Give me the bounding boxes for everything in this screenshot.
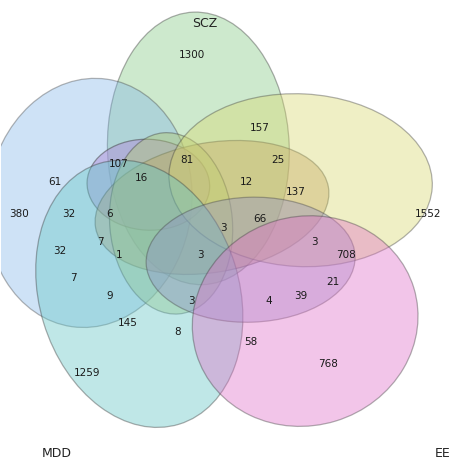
Text: 3: 3 xyxy=(188,296,195,306)
Text: 12: 12 xyxy=(239,177,253,188)
Text: 32: 32 xyxy=(53,246,66,255)
Text: 39: 39 xyxy=(294,291,307,301)
Text: 16: 16 xyxy=(135,173,148,183)
Ellipse shape xyxy=(95,140,329,274)
Text: 107: 107 xyxy=(109,159,129,169)
Text: 58: 58 xyxy=(244,337,257,346)
Text: 4: 4 xyxy=(265,296,272,306)
Ellipse shape xyxy=(146,197,355,322)
Ellipse shape xyxy=(192,216,418,427)
Text: 3: 3 xyxy=(311,237,318,246)
Text: 1552: 1552 xyxy=(415,210,441,219)
Text: 1: 1 xyxy=(116,250,122,260)
Text: 21: 21 xyxy=(326,277,339,287)
Text: 7: 7 xyxy=(97,237,104,246)
Ellipse shape xyxy=(109,133,233,314)
Text: 32: 32 xyxy=(62,210,75,219)
Text: 1300: 1300 xyxy=(178,50,205,60)
Ellipse shape xyxy=(0,78,192,328)
Text: 81: 81 xyxy=(181,155,194,165)
Text: 137: 137 xyxy=(286,187,306,197)
Text: 1259: 1259 xyxy=(74,368,100,378)
Text: 25: 25 xyxy=(271,155,284,165)
Ellipse shape xyxy=(108,12,289,285)
Text: 3: 3 xyxy=(220,223,227,233)
Text: MDD: MDD xyxy=(42,447,72,460)
Text: SCZ: SCZ xyxy=(192,17,218,29)
Text: 8: 8 xyxy=(174,328,181,337)
Text: 61: 61 xyxy=(49,177,62,188)
Text: 9: 9 xyxy=(107,291,113,301)
Text: 7: 7 xyxy=(70,273,77,283)
Text: 145: 145 xyxy=(118,319,138,328)
Ellipse shape xyxy=(36,160,243,428)
Ellipse shape xyxy=(169,94,432,267)
Text: EE: EE xyxy=(435,447,451,460)
Ellipse shape xyxy=(87,139,210,230)
Text: 708: 708 xyxy=(336,250,356,260)
Text: 380: 380 xyxy=(9,210,29,219)
Text: 768: 768 xyxy=(318,359,338,369)
Text: 6: 6 xyxy=(107,210,113,219)
Text: 3: 3 xyxy=(197,250,204,260)
Text: 157: 157 xyxy=(250,123,270,133)
Text: 66: 66 xyxy=(253,214,266,224)
